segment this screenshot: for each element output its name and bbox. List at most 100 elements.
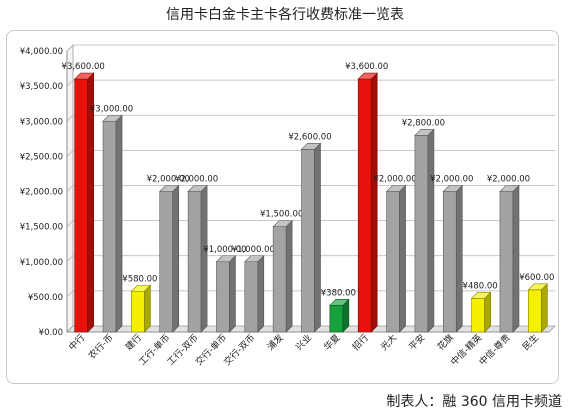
data-label: ¥480.00 — [463, 281, 498, 291]
bar — [73, 72, 95, 333]
bar-front — [386, 191, 400, 333]
data-label: ¥3,600.00 — [345, 62, 388, 72]
bar-top — [272, 220, 293, 227]
x-tick-label: 招行 — [350, 332, 371, 353]
x-tick-label: 建行 — [123, 332, 144, 353]
data-label: ¥2,800.00 — [402, 118, 445, 128]
x-tick-label: 华夏 — [321, 332, 342, 353]
bar-top — [499, 185, 520, 192]
bar — [102, 114, 123, 333]
gridline — [66, 150, 74, 157]
data-label: ¥2,000.00 — [373, 175, 416, 185]
y-tick-label: ¥2,000.00 — [20, 188, 63, 198]
bar-front — [187, 191, 202, 333]
credit-text: 制表人：融 360 信用卡频道 — [386, 394, 562, 410]
bar-side — [484, 291, 491, 333]
bar-side — [541, 283, 548, 333]
data-label: ¥2,000.00 — [487, 175, 530, 185]
bar — [414, 128, 435, 333]
bar — [470, 291, 492, 333]
y-tick-label: ¥500.00 — [28, 293, 63, 303]
x-tick-label: 浦发 — [265, 332, 286, 353]
bar-side — [399, 184, 406, 333]
data-label: ¥580.00 — [122, 274, 157, 284]
bar-top — [187, 185, 208, 192]
bar-top — [300, 143, 322, 150]
x-tick-label: 兴业 — [294, 332, 315, 353]
bar-front — [244, 261, 259, 333]
y-tick-label: ¥1,000.00 — [20, 258, 63, 268]
chart-title: 信用卡白金卡主卡各行收费标准一览表 — [166, 7, 404, 23]
bar-front — [272, 226, 287, 333]
gridline — [66, 220, 74, 227]
data-label: ¥3,600.00 — [62, 62, 105, 72]
bar — [499, 184, 520, 333]
bar — [300, 142, 322, 333]
bar-top — [244, 255, 265, 263]
bar — [385, 184, 407, 333]
y-tick-label: ¥4,000.00 — [20, 47, 63, 57]
bar-top — [73, 72, 95, 80]
bar — [130, 284, 152, 333]
data-label: ¥380.00 — [321, 288, 356, 298]
bar-top — [102, 114, 123, 122]
bar-top — [414, 129, 435, 136]
bar-front — [499, 191, 514, 333]
data-label: ¥1,500.00 — [260, 210, 303, 220]
bar-top — [385, 185, 407, 192]
x-tick-label: 平安 — [406, 332, 427, 353]
data-label: ¥2,000.00 — [175, 175, 218, 185]
bar-top — [215, 255, 237, 263]
bar-side — [370, 72, 378, 333]
y-tick-label: ¥2,500.00 — [20, 152, 63, 162]
bar-front — [442, 191, 457, 333]
x-tick-label: 花旗 — [435, 332, 456, 353]
bar — [357, 72, 378, 333]
bar — [442, 184, 463, 333]
gridline — [66, 79, 74, 87]
bar — [272, 219, 293, 333]
gridline — [66, 290, 74, 298]
bar-side — [314, 142, 321, 333]
bar-side — [229, 255, 236, 333]
x-tick-label: 中行 — [66, 332, 87, 353]
y-tick-label: ¥0.00 — [39, 328, 63, 338]
bar — [215, 255, 237, 333]
bar-front — [414, 135, 429, 333]
data-label: ¥2,600.00 — [288, 132, 331, 142]
bar-side — [115, 114, 123, 333]
bar-front — [357, 78, 372, 333]
bar-top — [470, 291, 492, 299]
bar — [527, 283, 549, 333]
gridline — [66, 185, 74, 192]
bar — [159, 184, 180, 333]
bar-top — [357, 72, 378, 80]
chart-frame: ¥0.00 ¥500.00 ¥1,000.00 ¥1,500.00 ¥2,000.00 ¥… — [6, 30, 559, 384]
y-tick-label: ¥3,000.00 — [20, 117, 63, 127]
x-tick-label: 民生 — [520, 332, 541, 353]
x-tick-label: 交行-双币 — [221, 332, 257, 368]
bar-side — [512, 184, 520, 333]
bar — [244, 255, 265, 333]
bar — [329, 298, 350, 333]
bar-side — [257, 255, 265, 333]
bar-side — [144, 284, 151, 333]
bar-side — [172, 184, 180, 333]
bar-top — [527, 283, 549, 291]
bar-top — [130, 284, 152, 292]
data-label: ¥2,000.00 — [430, 175, 473, 185]
y-tick-label: ¥3,500.00 — [20, 82, 63, 92]
bar-side — [200, 184, 208, 333]
bar-front — [102, 120, 117, 333]
bar-side — [427, 128, 435, 333]
bar-chart: ¥0.00 ¥500.00 ¥1,000.00 ¥1,500.00 ¥2,000.00 ¥… — [20, 44, 556, 368]
data-label: ¥3,000.00 — [90, 104, 133, 114]
bar-front — [159, 191, 174, 333]
bar-front — [301, 149, 315, 333]
data-label: ¥600.00 — [519, 273, 554, 283]
data-label: ¥1,000.00 — [232, 245, 275, 255]
x-tick-label: 光大 — [378, 332, 399, 353]
bar-front — [471, 297, 485, 333]
bar-top — [159, 185, 180, 192]
bar-front — [74, 78, 88, 333]
